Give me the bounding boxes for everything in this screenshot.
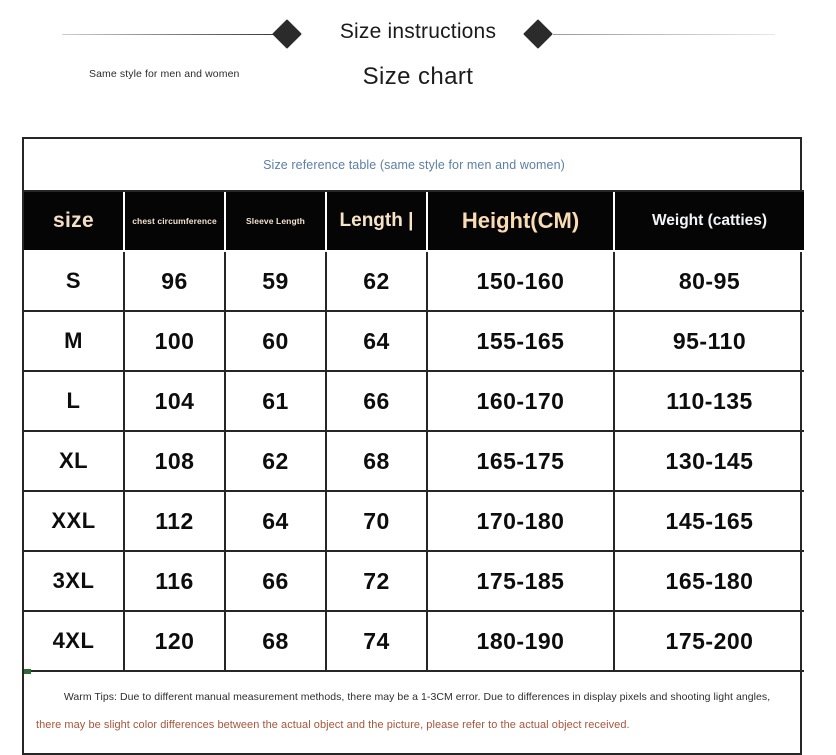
- cell-weight: 110-135: [612, 370, 805, 431]
- cell-height: 170-180: [426, 490, 614, 551]
- cell-weight: 130-145: [612, 430, 805, 491]
- table-row: XL 108 62 68 165-175 130-145: [24, 430, 805, 491]
- size-chart-table: Size reference table (same style for men…: [24, 139, 805, 753]
- cell-chest: 96: [123, 250, 225, 311]
- cell-height: 155-165: [426, 310, 614, 371]
- column-header-chest: chest circumference: [123, 191, 225, 252]
- cell-length: 70: [325, 490, 427, 551]
- table-row: 4XL 120 68 74 180-190 175-200: [24, 610, 805, 671]
- cell-length: 72: [325, 550, 427, 611]
- cell-length: 64: [325, 310, 427, 371]
- cell-size: S: [24, 250, 124, 311]
- tips-cell: Warm Tips: Due to different manual measu…: [24, 670, 805, 753]
- cell-size: XL: [24, 430, 124, 491]
- cell-weight: 165-180: [612, 550, 805, 611]
- table-row: 3XL 116 66 72 175-185 165-180: [24, 550, 805, 611]
- warm-tips-line-2: there may be slight color differences be…: [36, 719, 630, 731]
- table-header-row: size chest circumference Sleeve Length L…: [24, 191, 805, 252]
- cell-height: 175-185: [426, 550, 614, 611]
- cell-height: 160-170: [426, 370, 614, 431]
- table-caption: Size reference table (same style for men…: [24, 139, 805, 192]
- table-row: M 100 60 64 155-165 95-110: [24, 310, 805, 371]
- cell-sleeve: 66: [224, 550, 326, 611]
- cell-sleeve: 62: [224, 430, 326, 491]
- page-title: Size instructions: [339, 20, 497, 43]
- cell-sleeve: 61: [224, 370, 326, 431]
- cell-weight: 80-95: [612, 250, 805, 311]
- cell-length: 74: [325, 610, 427, 671]
- cell-length: 66: [325, 370, 427, 431]
- size-chart-heading: Size chart: [362, 63, 474, 90]
- cell-size: 3XL: [24, 550, 124, 611]
- cell-size: 4XL: [24, 610, 124, 671]
- cell-height: 150-160: [426, 250, 614, 311]
- size-chart-table-container: Size reference table (same style for men…: [22, 137, 805, 755]
- cell-chest: 100: [123, 310, 225, 371]
- subheader: Same style for men and women Size chart: [0, 60, 836, 112]
- banner-rule-left: [62, 34, 274, 35]
- table-caption-row: Size reference table (same style for men…: [24, 139, 805, 192]
- page-banner: Size instructions: [0, 0, 836, 60]
- cell-chest: 108: [123, 430, 225, 491]
- banner-rule-right: [553, 34, 775, 35]
- cell-size: XXL: [24, 490, 124, 551]
- cell-size: L: [24, 370, 124, 431]
- same-style-note: Same style for men and women: [89, 68, 240, 80]
- cell-chest: 112: [123, 490, 225, 551]
- cell-length: 68: [325, 430, 427, 491]
- column-header-height: Height(CM): [426, 191, 614, 252]
- cell-sleeve: 59: [224, 250, 326, 311]
- column-header-size: size: [24, 191, 124, 252]
- column-header-length: Length |: [325, 191, 427, 252]
- cell-sleeve: 60: [224, 310, 326, 371]
- column-header-weight: Weight (catties): [612, 191, 805, 252]
- cell-size: M: [24, 310, 124, 371]
- table-row: XXL 112 64 70 170-180 145-165: [24, 490, 805, 551]
- table-tips-row: Warm Tips: Due to different manual measu…: [24, 670, 805, 753]
- table-row: S 96 59 62 150-160 80-95: [24, 250, 805, 311]
- table-row: L 104 61 66 160-170 110-135: [24, 370, 805, 431]
- cell-sleeve: 64: [224, 490, 326, 551]
- cell-chest: 104: [123, 370, 225, 431]
- cell-height: 165-175: [426, 430, 614, 491]
- cell-length: 62: [325, 250, 427, 311]
- cell-sleeve: 68: [224, 610, 326, 671]
- column-header-sleeve: Sleeve Length: [224, 191, 326, 252]
- cell-weight: 95-110: [612, 310, 805, 371]
- cell-height: 180-190: [426, 610, 614, 671]
- cell-chest: 120: [123, 610, 225, 671]
- artifact-mark: [24, 669, 31, 674]
- cell-weight: 175-200: [612, 610, 805, 671]
- cell-chest: 116: [123, 550, 225, 611]
- cell-weight: 145-165: [612, 490, 805, 551]
- warm-tips-line-1: Warm Tips: Due to different manual measu…: [63, 691, 771, 703]
